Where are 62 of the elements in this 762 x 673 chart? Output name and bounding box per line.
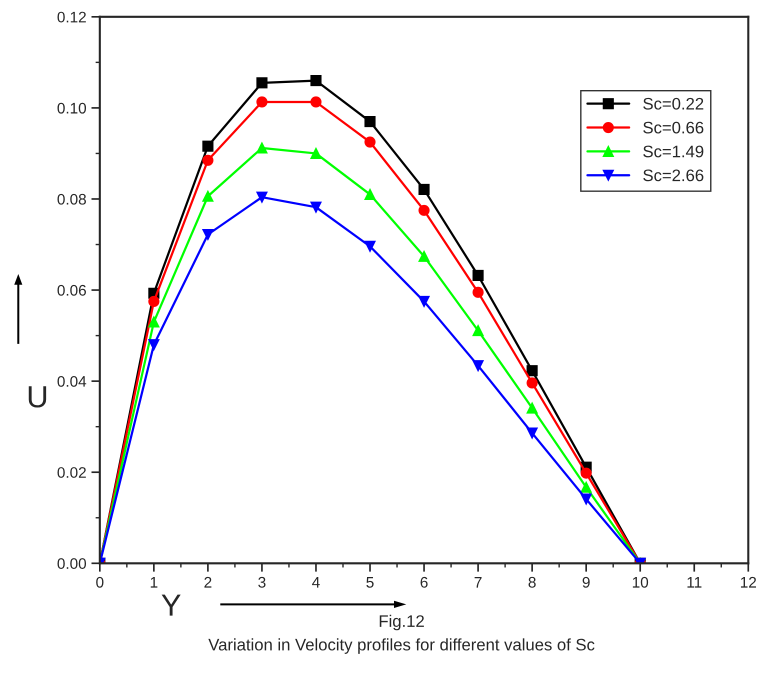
point (418, 250, 430, 262)
x-tick-label: 11 (687, 577, 702, 588)
point (364, 136, 376, 148)
point (364, 240, 376, 252)
point (148, 296, 160, 308)
x-tick-label: 6 (420, 576, 428, 588)
x-tick-label: 7 (474, 577, 482, 588)
point (526, 377, 538, 389)
y-tick-label: 0.02 (57, 467, 86, 478)
point (310, 75, 322, 86)
x-tick-label: 4 (312, 577, 320, 588)
point (418, 296, 430, 308)
point (202, 190, 214, 202)
legend-label: Sc=0.22 (643, 98, 704, 110)
point (310, 96, 322, 108)
x-tick-label: 0 (96, 576, 104, 588)
x-tick-label: 3 (258, 576, 266, 588)
x-tick-label: 2 (204, 576, 212, 588)
point (364, 116, 376, 128)
point (580, 494, 592, 505)
point (310, 202, 322, 213)
point (472, 325, 484, 336)
point (472, 286, 484, 298)
point (526, 428, 538, 439)
point (256, 192, 268, 203)
x-tick-label: 5 (366, 577, 374, 588)
point (256, 77, 268, 88)
x-tick-label: 12 (740, 576, 756, 588)
y-tick-label: 0.04 (57, 376, 86, 387)
point (256, 142, 268, 154)
point (310, 148, 322, 159)
y-tick-label: 0.08 (57, 194, 86, 205)
point (472, 360, 484, 372)
x-tick-label: 8 (528, 576, 536, 588)
point (202, 228, 214, 240)
x-tick-label: 10 (632, 576, 648, 588)
y-tick-label: 0.12 (57, 12, 86, 23)
point (202, 154, 214, 166)
legend-label: Sc=0.66 (643, 122, 704, 134)
point (580, 482, 592, 493)
point (148, 316, 160, 328)
point (526, 365, 538, 376)
point (148, 339, 160, 350)
point (418, 204, 430, 216)
point (526, 402, 538, 414)
point (256, 96, 268, 108)
y-tick-label: 0.10 (57, 102, 86, 114)
legend-label: Sc=2.66 (643, 169, 704, 182)
point (580, 468, 592, 479)
y-axis-title: U (28, 386, 46, 408)
x-axis-title: Y (162, 594, 181, 616)
caption: Fig.12 (380, 614, 424, 630)
x-tick-label: 1 (150, 577, 158, 588)
point (472, 270, 484, 282)
y-tick-label: 0.06 (57, 284, 86, 296)
point (202, 140, 214, 152)
x-tick-label: 9 (582, 576, 590, 588)
text: Variation in Velocity profiles for different values of Sc (208, 638, 594, 654)
point (418, 184, 430, 195)
legend-label: Sc=1.49 (643, 146, 704, 158)
y-tick-label: 0.00 (57, 558, 86, 569)
point (364, 188, 376, 200)
